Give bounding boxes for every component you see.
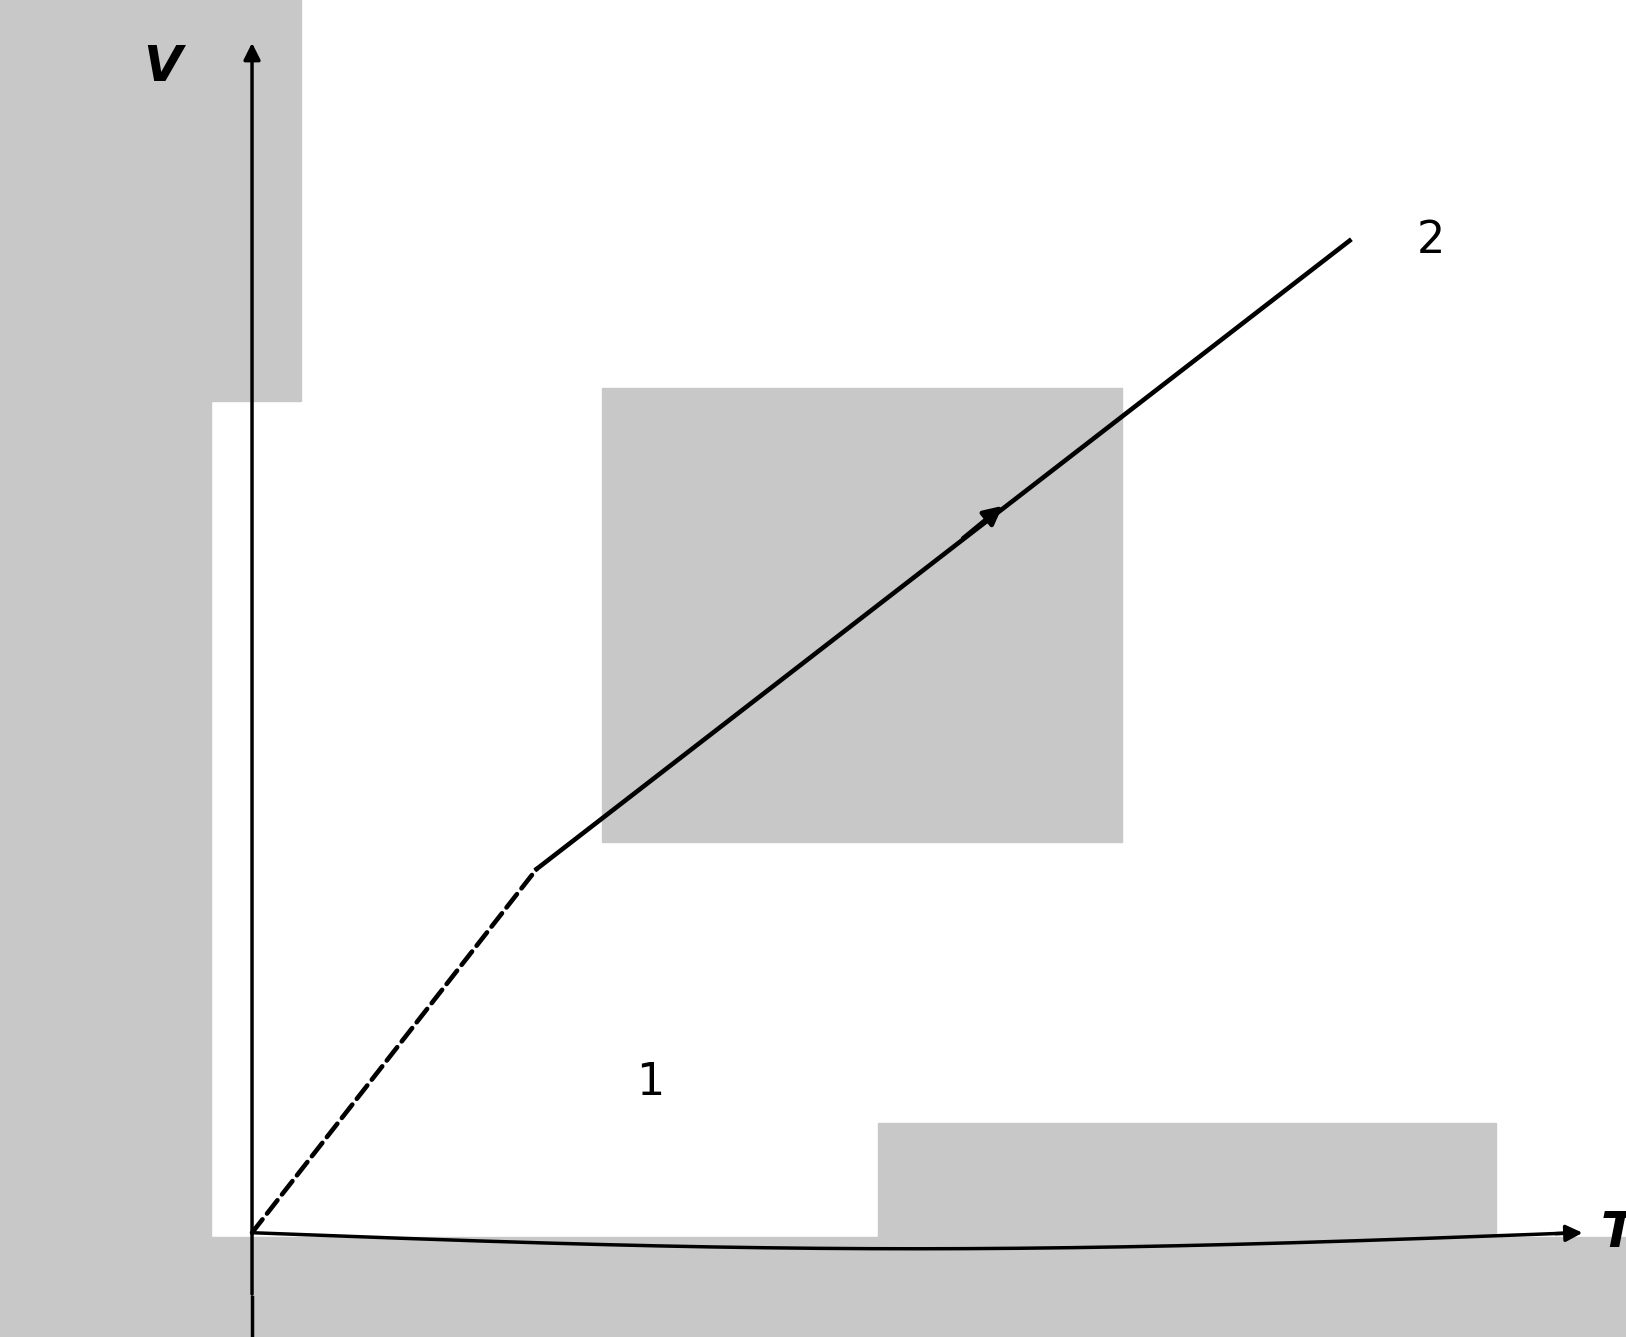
Bar [0,0,301,401]
Text: V: V [143,43,182,91]
Text: T: T [1602,1209,1626,1257]
Bar [602,388,1122,842]
Text: 1: 1 [636,1062,665,1104]
Bar [878,1123,1496,1337]
Text: 2: 2 [1416,219,1446,262]
Bar [0,1237,1626,1337]
Bar [0,0,211,1337]
